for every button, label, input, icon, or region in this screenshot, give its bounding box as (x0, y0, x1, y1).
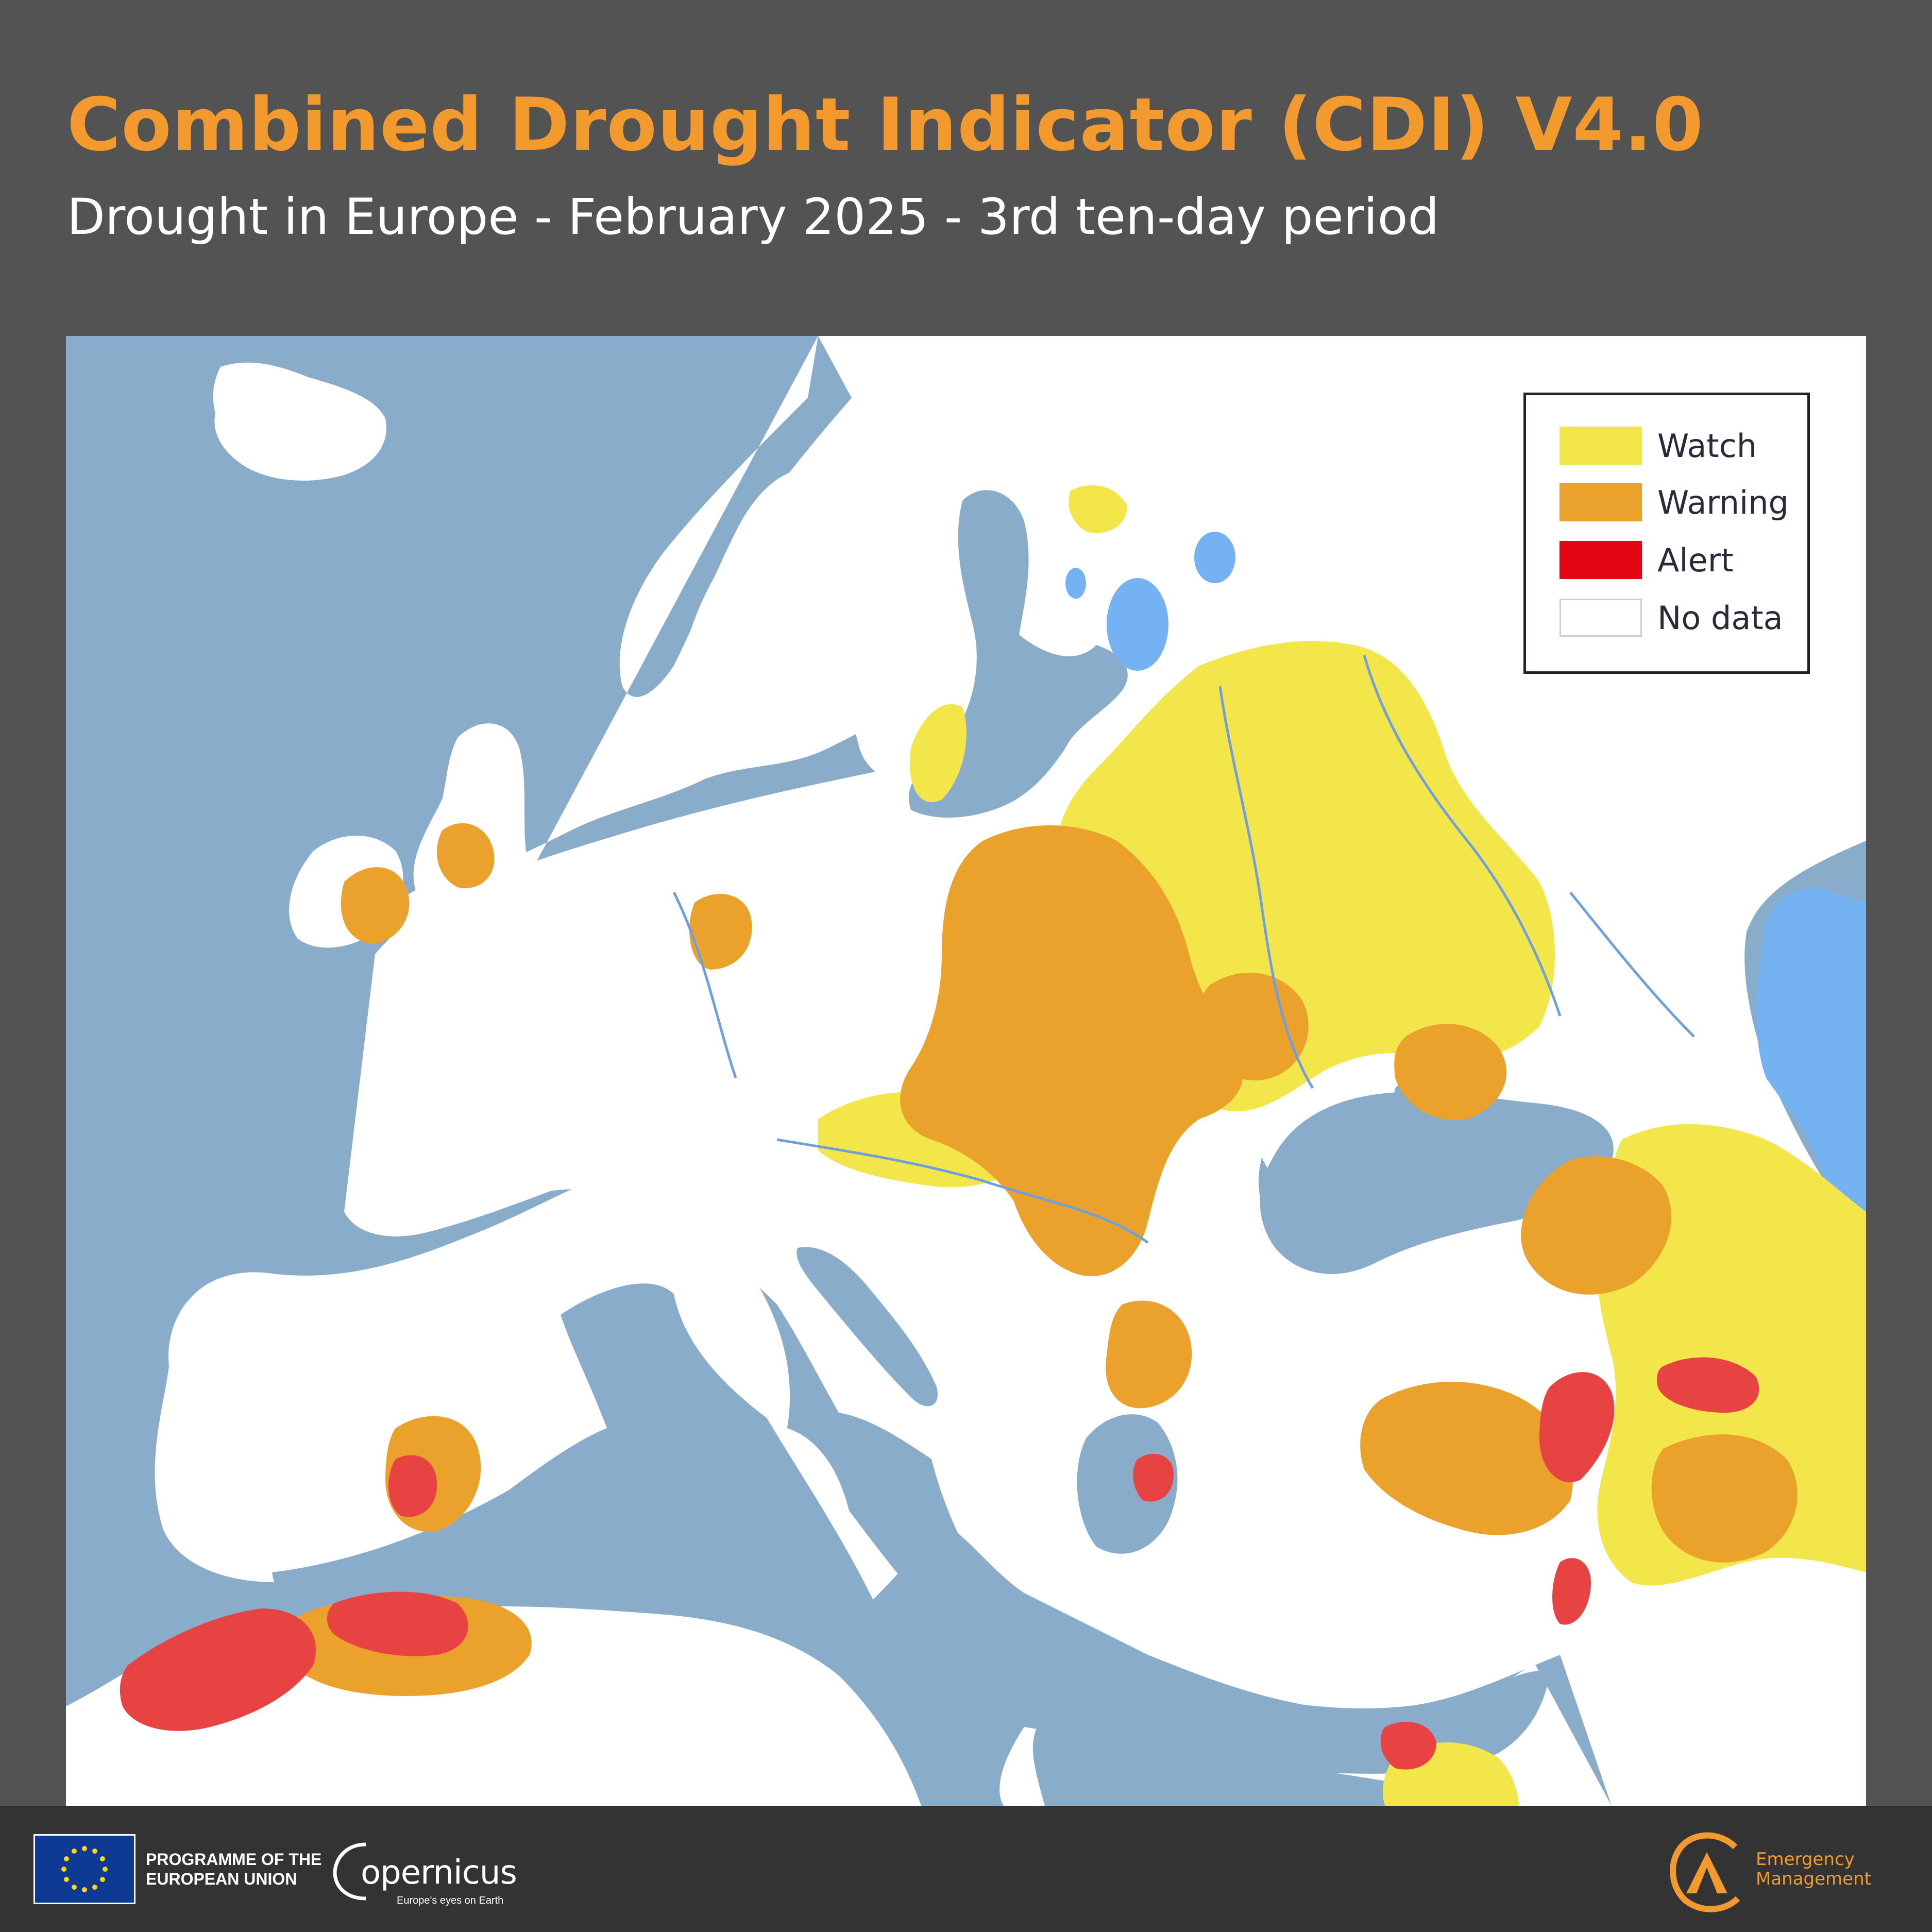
legend-swatch-alert (1560, 541, 1642, 579)
emergency-management-icon (1663, 1826, 1751, 1914)
legend-swatch-no-data (1560, 599, 1642, 637)
legend-item-watch: Watch (1560, 425, 1757, 466)
em-text-line2: Management (1756, 1869, 1871, 1889)
sea-aegean (1077, 1414, 1178, 1554)
warning-regions (287, 823, 1798, 1696)
footer-bar: PROGRAMME OF THE EUROPEAN UNION opernicu… (0, 1806, 1932, 1932)
eu-text-line1: PROGRAMME OF THE (146, 1850, 322, 1869)
eu-programme-text: PROGRAMME OF THE EUROPEAN UNION (146, 1850, 321, 1889)
page-title: Combined Drought Indicator (CDI) V4.0 (67, 82, 1704, 167)
legend-label-watch: Watch (1657, 427, 1757, 465)
sea-black (1260, 1092, 1614, 1274)
copernicus-c-icon (333, 1842, 366, 1901)
alert-regions (120, 1357, 1759, 1770)
lake-caspian (1756, 888, 1866, 1243)
legend-swatch-warning (1560, 483, 1642, 521)
page-subtitle: Drought in Europe - February 2025 - 3rd … (67, 188, 1439, 246)
legend-item-alert: Alert (1560, 539, 1734, 581)
eu-text-line2: EUROPEAN UNION (146, 1870, 297, 1888)
copernicus-wordmark: opernicus (361, 1854, 517, 1892)
emergency-management-text: Emergency Management (1756, 1850, 1871, 1889)
map-legend: Watch Warning Alert No data (1523, 393, 1810, 674)
rivers (672, 655, 1695, 1244)
legend-label-warning: Warning (1657, 483, 1789, 521)
sea-mediterranean (272, 1450, 1550, 1806)
copernicus-tagline: Europe's eyes on Earth (397, 1895, 504, 1906)
legend-item-warning: Warning (1560, 482, 1789, 523)
legend-item-no-data: No data (1560, 597, 1783, 638)
em-text-line1: Emergency (1756, 1849, 1855, 1870)
lakes (1065, 532, 1235, 671)
legend-label-no-data: No data (1657, 599, 1783, 637)
sea-adriatic (796, 1247, 938, 1406)
land-iceland (213, 362, 386, 481)
legend-swatch-watch (1560, 427, 1642, 465)
copernicus-logo: opernicus Europe's eyes on Earth (330, 1834, 517, 1906)
legend-label-alert: Alert (1657, 541, 1734, 579)
eu-flag-logo (33, 1834, 135, 1904)
